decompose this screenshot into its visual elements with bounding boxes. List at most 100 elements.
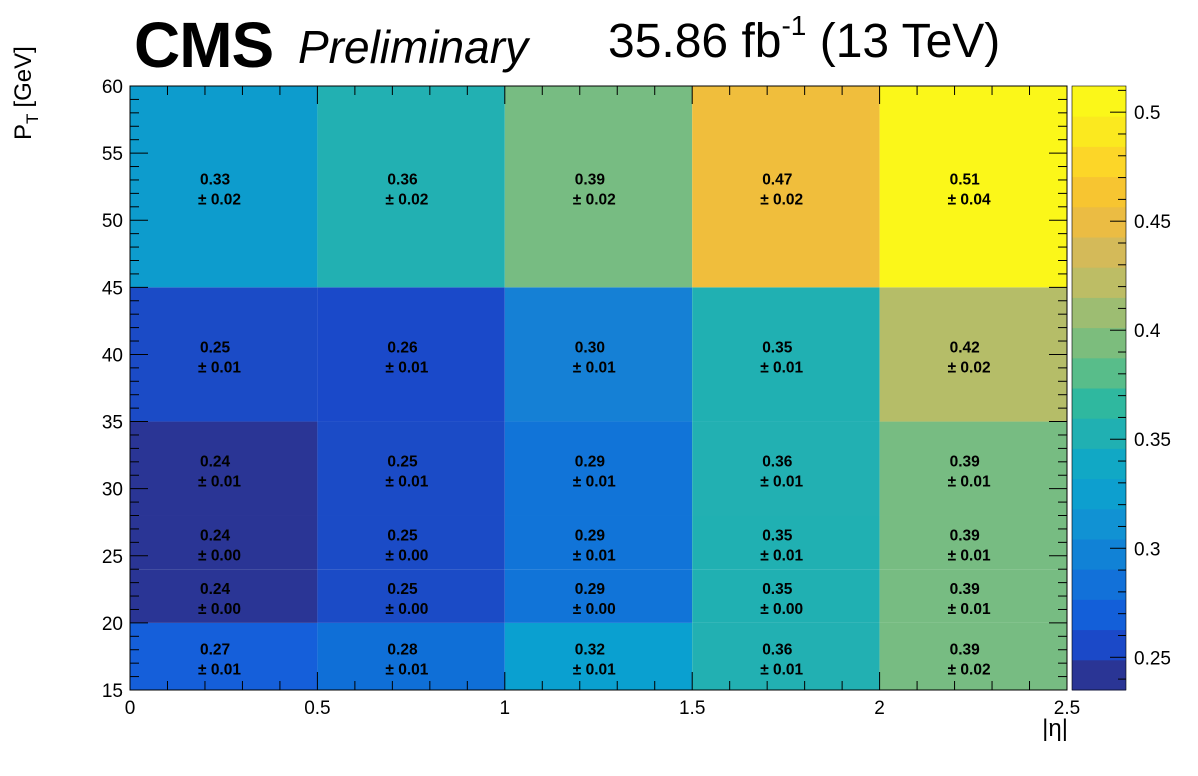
heatmap-cell	[317, 622, 505, 690]
heatmap-cell	[317, 421, 505, 516]
colorbar-tick-label: 0.35	[1134, 430, 1171, 451]
heatmap-cells	[130, 86, 1067, 690]
energy-label: (13 TeV)	[819, 15, 1001, 68]
plot-frame	[129, 85, 1068, 691]
cell-error: ± 0.02	[198, 192, 241, 209]
cell-value: 0.35	[762, 527, 793, 544]
heatmap-cell	[504, 515, 693, 570]
y-tick-label: 30	[102, 480, 123, 501]
cell-value: 0.39	[575, 172, 606, 189]
cell-value: 0.32	[575, 641, 605, 658]
cell-value: 0.24	[200, 527, 231, 544]
cell-value: 0.25	[200, 339, 231, 356]
cell-error: ± 0.01	[198, 474, 241, 491]
heatmap-cell	[504, 622, 693, 690]
axis-ticks	[129, 85, 1068, 691]
colorbar-tick-label: 0.45	[1134, 212, 1171, 233]
colorbar-segment	[1072, 569, 1126, 600]
cell-error: ± 0.02	[948, 359, 991, 376]
cell-error: ± 0.01	[948, 547, 991, 564]
cell-error: ± 0.01	[198, 661, 241, 678]
y-tick-label: 20	[102, 614, 123, 635]
heatmap-cell	[692, 287, 880, 422]
y-tick-label: 25	[102, 547, 123, 568]
colorbar-segment	[1072, 116, 1126, 147]
cell-error: ± 0.01	[948, 601, 991, 618]
y-tick-labels: 15 20 25 30 35 40 45 50 55 60	[102, 77, 123, 702]
colorbar-tick-label: 0.25	[1134, 648, 1171, 669]
y-tick-label: 50	[102, 211, 123, 232]
colorbar-segment	[1072, 297, 1126, 329]
cell-error: ± 0.01	[760, 474, 803, 491]
cell-error: ± 0.01	[760, 547, 803, 564]
colorbar-segment	[1072, 206, 1126, 238]
heatmap-cell	[692, 515, 880, 570]
cell-error: ± 0.02	[760, 192, 803, 209]
x-tick-label: 2.5	[1054, 698, 1080, 719]
cell-value: 0.33	[200, 172, 231, 189]
colorbar-segment	[1072, 176, 1126, 208]
cell-error: ± 0.00	[385, 601, 428, 618]
cell-error: ± 0.00	[198, 547, 241, 564]
y-tick-label: 35	[102, 413, 123, 434]
colorbar-segment	[1072, 629, 1126, 661]
cell-error: ± 0.00	[573, 601, 616, 618]
heatmap-cell	[317, 515, 505, 570]
cell-error: ± 0.00	[385, 547, 428, 564]
cell-error: ± 0.00	[760, 601, 803, 618]
cell-value: 0.28	[387, 641, 418, 658]
colorbar-segment	[1072, 388, 1126, 419]
heatmap-cell	[692, 622, 880, 690]
cell-value: 0.26	[387, 339, 418, 356]
experiment-label: CMS	[134, 9, 274, 81]
y-tick-label: 60	[102, 77, 123, 98]
colorbar-segment	[1072, 418, 1126, 449]
heatmap-cell	[317, 287, 505, 422]
cell-value: 0.36	[387, 172, 418, 189]
cell-error: ± 0.01	[760, 359, 803, 376]
cell-error: ± 0.02	[573, 192, 616, 209]
y-tick-label: 55	[102, 144, 123, 165]
colorbar-segment	[1072, 659, 1126, 691]
x-tick-label: 0	[125, 698, 136, 719]
cell-value: 0.24	[200, 454, 231, 471]
heatmap-cell	[130, 287, 318, 422]
heatmap-cell	[130, 421, 318, 516]
colorbar-tick-labels: 0.25 0.3 0.35 0.4 0.45 0.5	[1134, 103, 1171, 669]
heatmap-cell	[504, 287, 693, 422]
x-axis-label: |η|	[1042, 715, 1068, 742]
cell-value: 0.30	[575, 339, 605, 356]
heatmap-cell	[692, 86, 880, 288]
cell-value: 0.25	[387, 527, 418, 544]
x-tick-label: 0.5	[304, 698, 330, 719]
cell-value: 0.36	[762, 454, 793, 471]
heatmap-cell	[504, 569, 693, 623]
cell-value: 0.35	[762, 339, 793, 356]
cell-value: 0.24	[200, 581, 231, 598]
cell-value: 0.25	[387, 454, 418, 471]
y-axis-label-sub: T	[23, 113, 42, 124]
cell-value: 0.39	[950, 527, 981, 544]
cell-value: 0.29	[575, 454, 606, 471]
heatmap-cell	[879, 622, 1067, 690]
luminosity-value: 35.86 fb	[608, 15, 782, 68]
colorbar-frame	[1071, 85, 1127, 691]
colorbar-segment	[1072, 267, 1126, 298]
cell-error: ± 0.01	[760, 661, 803, 678]
cell-error: ± 0.04	[948, 192, 991, 209]
heatmap-cell	[130, 569, 318, 623]
heatmap-cell	[879, 515, 1067, 570]
cell-labels: 0.27 ± 0.01 0.24 ± 0.00 0.24 ± 0.00 0.24 ± 0.01…	[198, 172, 991, 679]
cell-error: ± 0.01	[385, 661, 428, 678]
colorbar-segment	[1072, 508, 1126, 540]
colorbar	[1071, 85, 1127, 691]
cell-value: 0.29	[575, 581, 606, 598]
cell-value: 0.51	[950, 172, 981, 189]
heatmap-cell	[317, 569, 505, 623]
heatmap-cell	[317, 86, 505, 288]
status-label: Preliminary	[298, 21, 529, 73]
colorbar-segment	[1072, 599, 1126, 631]
colorbar-tick-label: 0.4	[1134, 321, 1161, 342]
cell-error: ± 0.01	[573, 661, 616, 678]
